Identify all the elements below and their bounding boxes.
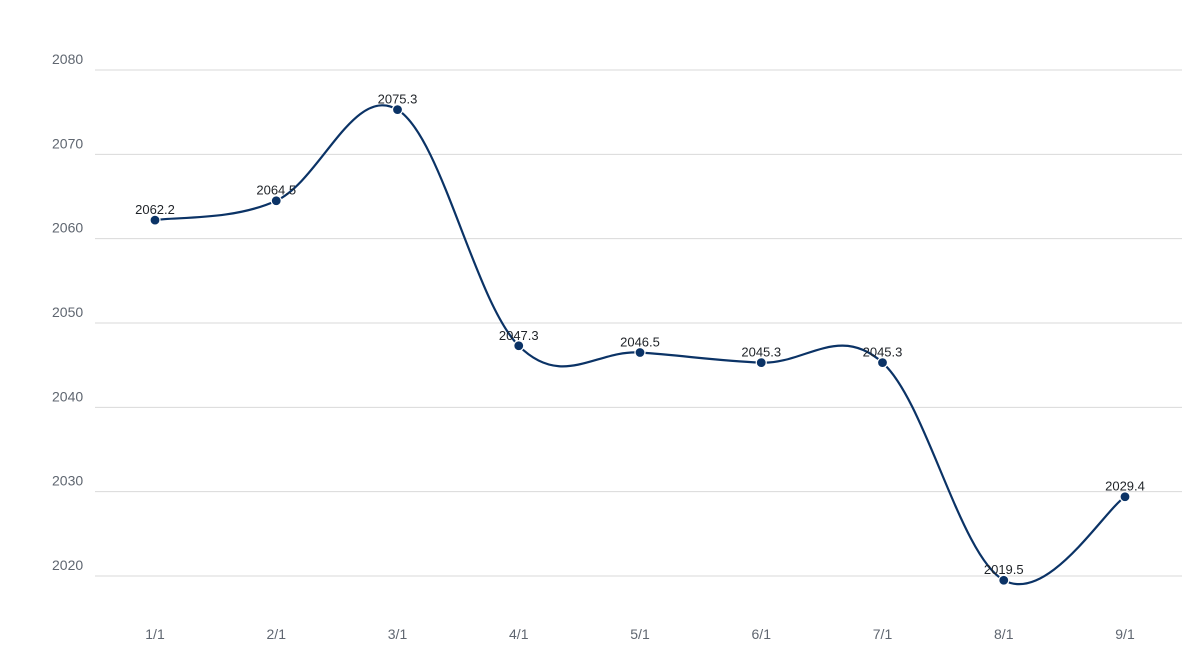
y-tick-label: 2020 bbox=[52, 557, 83, 573]
x-tick-label: 4/1 bbox=[509, 626, 529, 642]
x-tick-label: 8/1 bbox=[994, 626, 1014, 642]
y-axis: 2020 2030 2040 2050 2060 2070 2080 bbox=[52, 51, 83, 573]
x-tick-label: 6/1 bbox=[752, 626, 772, 642]
data-labels: 2062.2 2064.5 2075.3 2047.3 2046.5 2045.3 2045… bbox=[135, 92, 1145, 578]
data-label: 2029.4 bbox=[1105, 479, 1145, 494]
y-tick-label: 2030 bbox=[52, 473, 83, 489]
data-label: 2064.5 bbox=[256, 183, 296, 198]
data-point bbox=[876, 357, 889, 369]
data-point bbox=[755, 357, 767, 369]
data-label: 2075.3 bbox=[378, 92, 418, 107]
x-axis: 1/1 2/1 3/1 4/1 5/1 6/1 7/1 8/1 9/1 bbox=[145, 626, 1135, 642]
x-tick-label: 1/1 bbox=[145, 626, 165, 642]
data-point bbox=[998, 574, 1010, 586]
data-label: 2062.2 bbox=[135, 202, 175, 217]
data-point bbox=[1119, 491, 1131, 503]
data-point bbox=[634, 346, 646, 359]
data-point bbox=[391, 104, 404, 116]
data-point bbox=[270, 195, 282, 207]
grid-lines bbox=[95, 69, 1182, 577]
data-markers bbox=[149, 104, 1131, 586]
x-tick-label: 5/1 bbox=[630, 626, 650, 642]
y-tick-label: 2080 bbox=[52, 51, 83, 67]
x-tick-label: 2/1 bbox=[267, 626, 287, 642]
data-point bbox=[149, 214, 161, 226]
y-tick-label: 2060 bbox=[52, 220, 83, 236]
data-label: 2045.3 bbox=[863, 345, 903, 360]
x-tick-label: 7/1 bbox=[873, 626, 893, 642]
x-tick-label: 9/1 bbox=[1115, 626, 1135, 642]
y-tick-label: 2050 bbox=[52, 304, 83, 320]
data-label: 2045.3 bbox=[741, 345, 781, 360]
y-tick-label: 2040 bbox=[52, 388, 83, 404]
data-label: 2046.5 bbox=[620, 335, 660, 350]
data-label: 2019.5 bbox=[984, 562, 1024, 577]
data-point bbox=[513, 340, 525, 352]
x-tick-label: 3/1 bbox=[388, 626, 408, 642]
y-tick-label: 2070 bbox=[52, 135, 83, 151]
data-label: 2047.3 bbox=[499, 328, 539, 343]
